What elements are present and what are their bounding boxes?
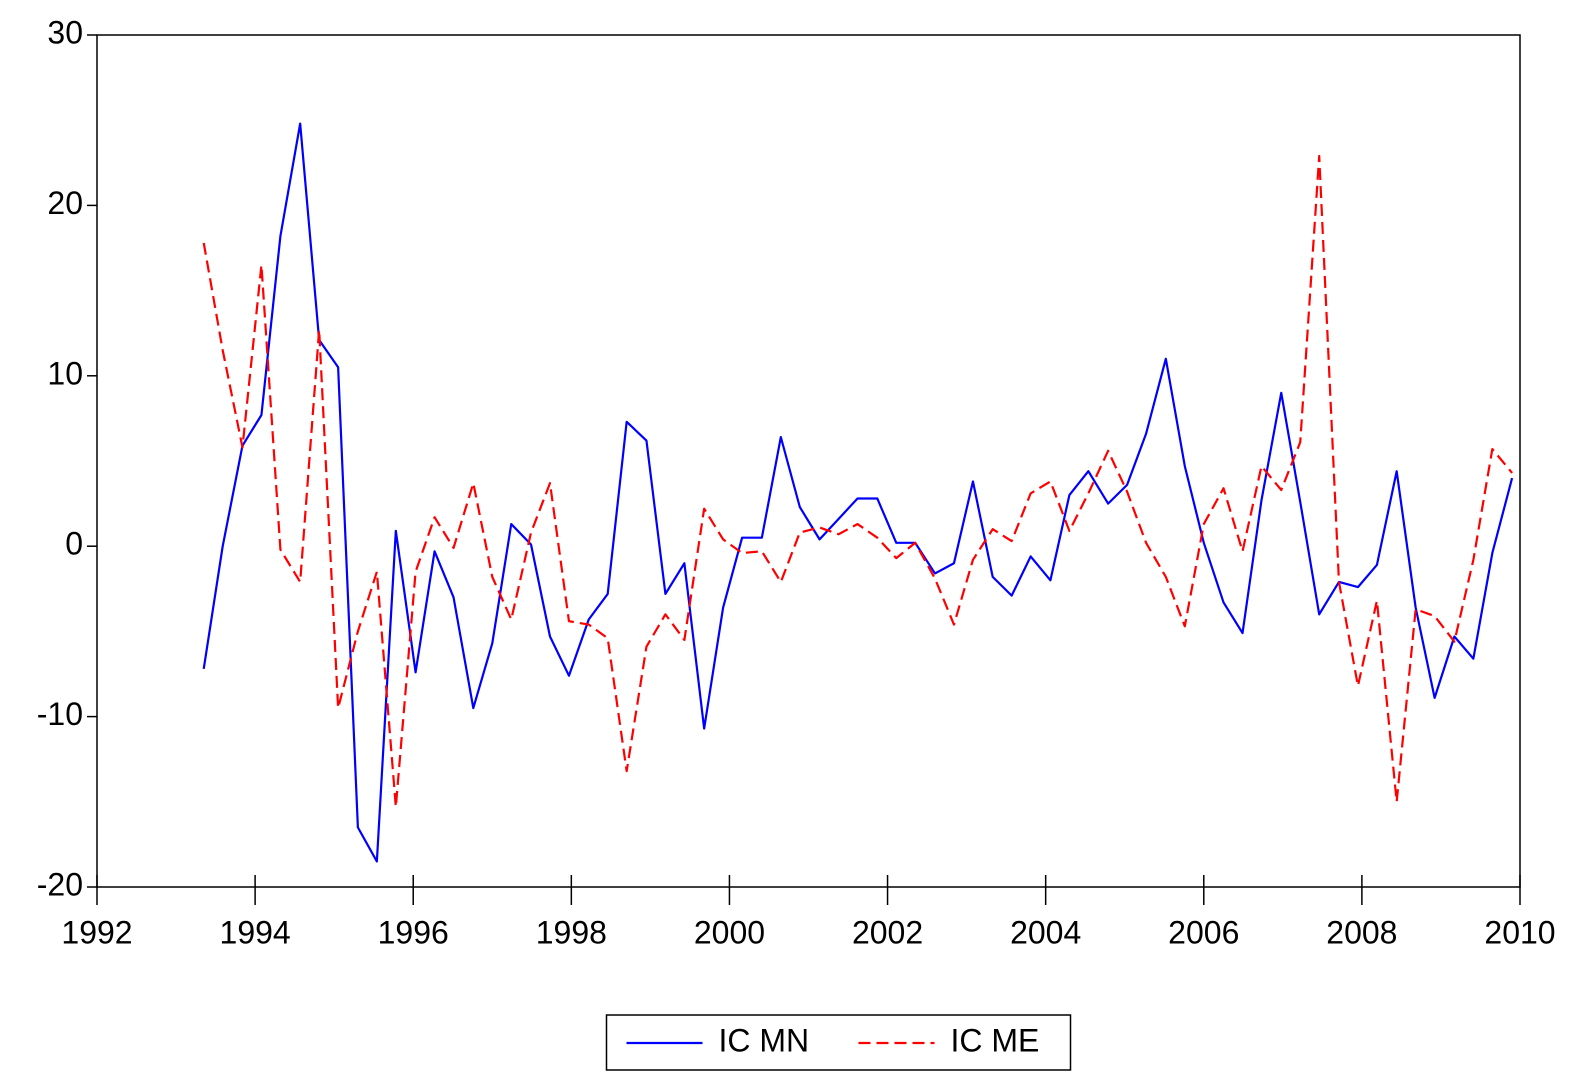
legend-label: IC ME [951,1022,1040,1058]
series-line [202,154,1513,809]
x-tick-label: 2000 [694,914,765,950]
x-tick-label: 2006 [1168,914,1239,950]
x-tick-label: 1996 [378,914,449,950]
plot-frame [96,34,1521,888]
x-tick-label: 2004 [1010,914,1081,950]
y-tick-label: -20 [37,866,83,902]
y-tick-label: 20 [47,185,83,221]
legend: IC MN IC ME [605,1014,1072,1071]
y-tick-label: 10 [47,355,83,391]
x-tick-label: 1998 [536,914,607,950]
x-tick-label: 2010 [1484,914,1555,950]
x-tick-label: 1994 [220,914,291,950]
y-tick-label: -10 [37,696,83,732]
legend-label: IC MN [719,1022,810,1058]
x-tick-label: 2002 [852,914,923,950]
y-tick-label: 0 [65,526,83,562]
x-tick-label: 2008 [1326,914,1397,950]
y-tick-label: 30 [47,14,83,50]
x-tick-label: 1992 [61,914,132,950]
series-line [202,122,1514,863]
